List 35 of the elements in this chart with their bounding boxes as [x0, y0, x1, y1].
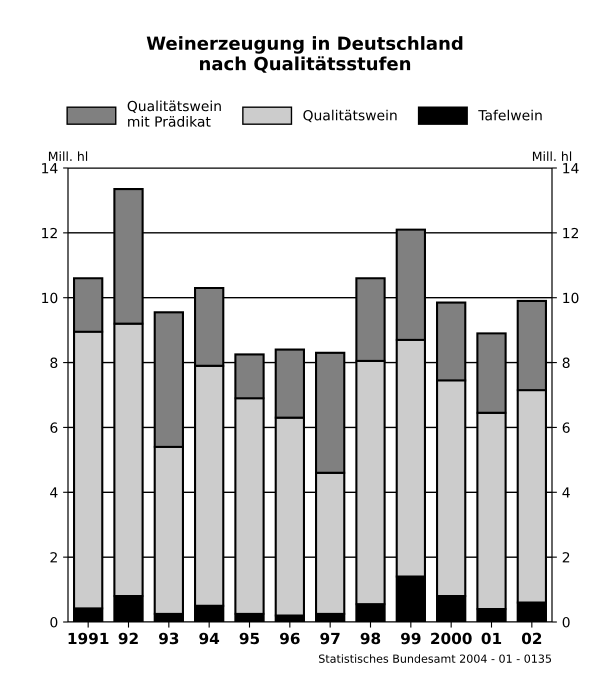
- legend-label: Qualitätswein mit Prädikat: [128, 100, 221, 127]
- y-tick-label: 4: [50, 487, 58, 498]
- y-tick-label: 14: [42, 163, 58, 174]
- y2-tick-label: 8: [562, 358, 570, 368]
- legend-label: Tafelwein: [478, 110, 542, 120]
- x-tick-label: 98: [360, 632, 380, 644]
- y-tick-label: 0: [50, 616, 58, 628]
- y-tick-label: 10: [42, 292, 58, 304]
- text: Statistisches Bundesamt 2004 - 01 - 0135: [319, 654, 552, 663]
- x-tick-label: 97: [320, 632, 340, 644]
- y2-tick-label: 6: [562, 422, 570, 433]
- x-tick-label: 96: [280, 632, 300, 644]
- x-tick-label: 02: [522, 632, 542, 644]
- x-tick-label: 93: [158, 632, 178, 644]
- y2-axis-title: Mill. hl: [532, 151, 572, 161]
- y-tick-label: 2: [50, 552, 57, 562]
- y-axis-title: Mill. hl: [48, 151, 88, 161]
- y-tick-label: 6: [50, 422, 58, 433]
- legend-label: Qualitätswein: [303, 110, 397, 122]
- chart-title: Weinerzeugung in Deutschland nach Qualitätsstufen: [146, 36, 462, 73]
- y-tick-label: 8: [50, 358, 58, 368]
- x-tick-label: 01: [482, 632, 502, 644]
- x-tick-label: 99: [400, 632, 420, 644]
- y2-tick-label: 4: [562, 487, 570, 498]
- y2-tick-label: 12: [563, 228, 578, 238]
- y2-tick-label: 10: [563, 292, 578, 304]
- x-tick-label: 94: [199, 632, 220, 644]
- x-tick-label: 2000: [431, 632, 472, 644]
- x-tick-label: 92: [118, 632, 138, 644]
- y2-tick-label: 14: [563, 163, 579, 174]
- y2-tick-label: 2: [562, 552, 570, 562]
- y-tick-label: 12: [42, 228, 57, 238]
- x-tick-label: 1991: [68, 632, 108, 644]
- y2-tick-label: 0: [562, 616, 570, 628]
- x-tick-label: 95: [240, 632, 260, 644]
